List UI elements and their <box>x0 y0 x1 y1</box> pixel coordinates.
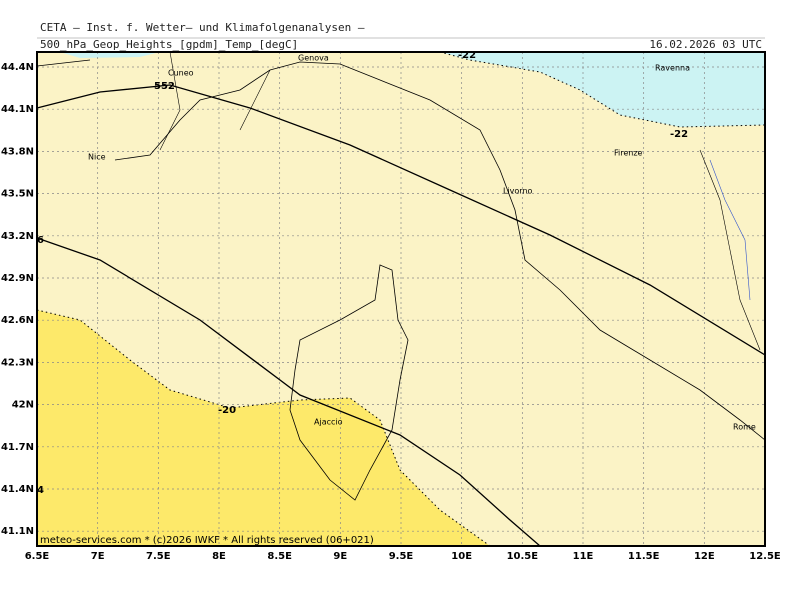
contour-label: -22 <box>670 129 688 140</box>
contour-label: 552 <box>154 81 175 92</box>
lat-label: 44.4N <box>1 62 34 73</box>
lat-label: 42.9N <box>1 273 34 284</box>
lon-label: 7.5E <box>146 551 171 562</box>
lat-label: 42N <box>12 400 34 411</box>
border <box>159 51 761 351</box>
lon-label: 10.5E <box>507 551 539 562</box>
city-label: Ravenna <box>655 64 690 73</box>
lon-label: 9E <box>333 551 347 562</box>
city-label: Ajaccio <box>314 418 343 427</box>
lon-label: 12E <box>694 551 715 562</box>
lat-label: 41.4N <box>1 484 34 495</box>
lon-label: 7E <box>91 551 105 562</box>
river <box>709 159 751 301</box>
coastline <box>36 59 766 441</box>
lat-label: 43.2N <box>1 231 34 242</box>
contour-label: -20 <box>218 405 236 416</box>
cold-area <box>60 52 160 58</box>
lat-label: 43.5N <box>1 189 34 200</box>
lat-label: 43.8N <box>1 146 34 157</box>
city-label: Nice <box>88 153 106 162</box>
map: Cuneo Genova Ravenna Nice Firenze Livorno Ajac… <box>36 50 766 547</box>
lon-label: 6.5E <box>25 551 50 562</box>
corsica-coast <box>289 264 409 501</box>
lon-label: 9.5E <box>389 551 414 562</box>
lon-label: 8E <box>212 551 226 562</box>
header-title: CETA — Inst. f. Wetter— und Klimafolgena… <box>40 21 365 34</box>
map-frame <box>36 51 766 547</box>
lat-label: 41.1N <box>1 526 34 537</box>
city-label: Genova <box>298 54 329 63</box>
lon-label: 10E <box>451 551 472 562</box>
temp-isoline <box>36 309 491 547</box>
height-contour <box>36 84 766 356</box>
lon-label: 8.5E <box>267 551 292 562</box>
lon-label: 11.5E <box>628 551 660 562</box>
lat-label: 44.1N <box>1 104 34 115</box>
city-label: Rome <box>733 423 756 432</box>
lat-label: 42.6N <box>1 315 34 326</box>
cold-area <box>440 52 765 127</box>
contour-label: -22 <box>458 50 476 61</box>
copyright: meteo-services.com * (c)2026 IWKF * All … <box>40 535 374 546</box>
city-label: Livorno <box>503 187 533 196</box>
warm-area <box>37 310 490 546</box>
city-label: Firenze <box>614 149 643 158</box>
header-subtitle: 500_hPa_Geop_Heights_[gpdm]_Temp_[degC] <box>40 38 298 51</box>
city-label: Cuneo <box>168 69 194 78</box>
header-date: 16.02.2026 03 UTC <box>649 38 762 51</box>
contour-label: 4 <box>37 485 44 496</box>
lat-label: 42.3N <box>1 357 34 368</box>
lon-label: 11E <box>573 551 594 562</box>
lon-label: 12.5E <box>749 551 781 562</box>
contour-label: 6 <box>37 235 44 246</box>
lat-label: 41.7N <box>1 442 34 453</box>
height-contour <box>36 237 541 547</box>
